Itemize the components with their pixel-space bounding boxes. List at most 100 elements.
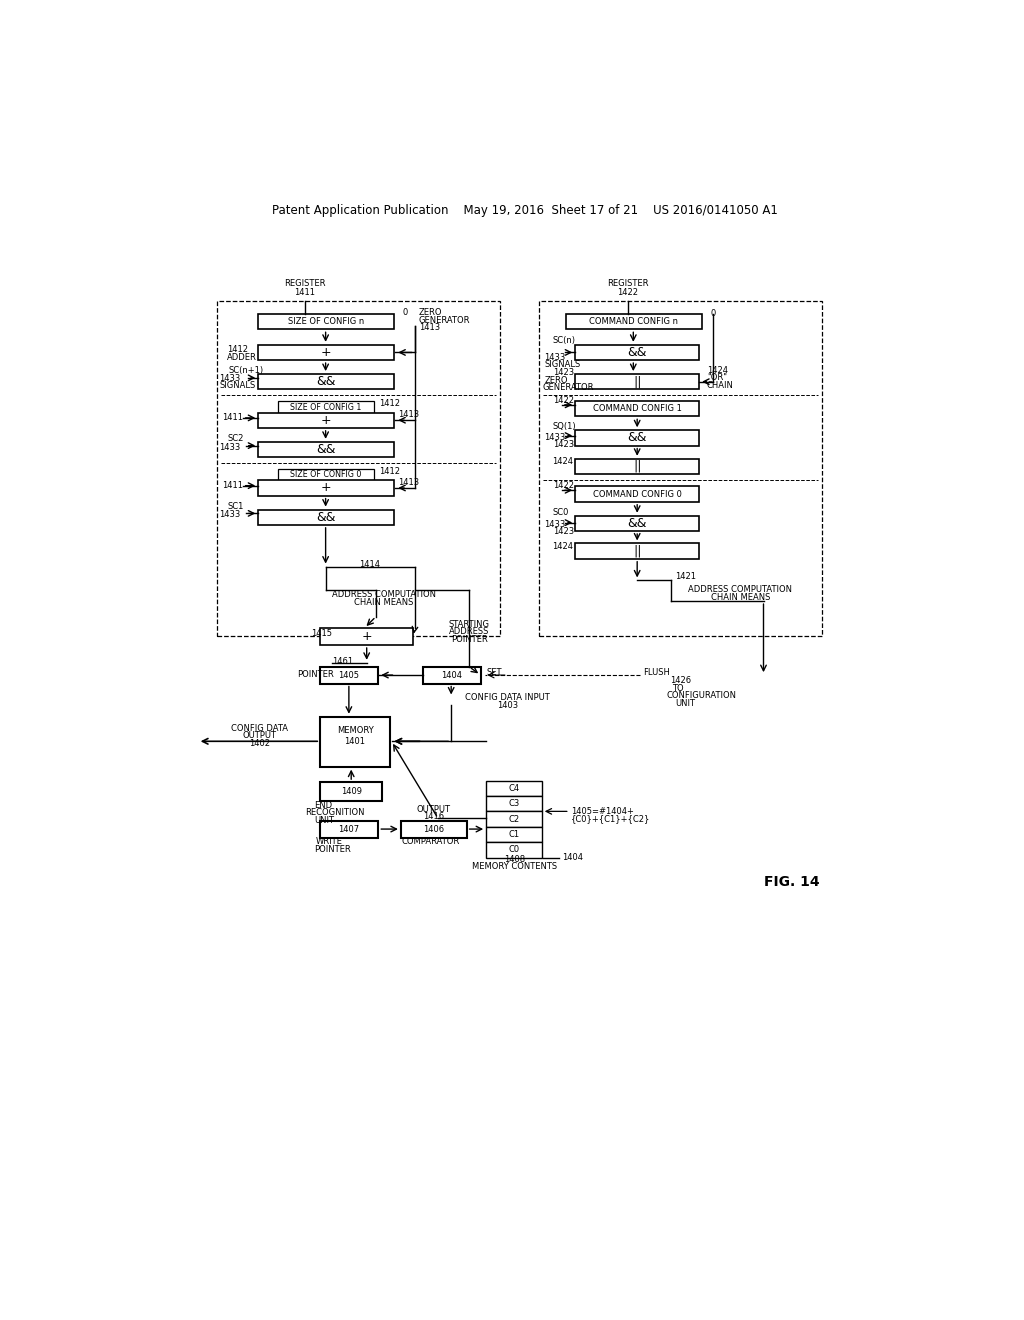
Text: COMMAND CONFIG 1: COMMAND CONFIG 1: [593, 404, 682, 413]
Text: SIGNALS: SIGNALS: [219, 381, 256, 389]
Text: 1461: 1461: [332, 657, 353, 665]
Bar: [258, 345, 394, 360]
Text: +: +: [321, 346, 331, 359]
Text: "OR": "OR": [707, 374, 727, 383]
Text: COMMAND CONFIG n: COMMAND CONFIG n: [589, 317, 678, 326]
Text: +: +: [321, 413, 331, 426]
Bar: [400, 821, 467, 838]
Text: ZERO: ZERO: [545, 376, 568, 384]
Text: SET: SET: [486, 668, 503, 677]
Text: POINTER: POINTER: [314, 845, 351, 854]
Bar: [575, 487, 699, 502]
Text: UNIT: UNIT: [675, 700, 695, 708]
Text: 1433: 1433: [219, 442, 241, 451]
Text: 1405: 1405: [338, 671, 359, 680]
Text: 1413: 1413: [398, 478, 420, 487]
Bar: [575, 374, 699, 389]
Text: &&: &&: [628, 517, 647, 529]
Text: FIG. 14: FIG. 14: [764, 875, 819, 890]
Text: &&: &&: [315, 375, 336, 388]
Text: 1433: 1433: [219, 511, 241, 519]
Text: 1424: 1424: [707, 366, 728, 375]
Text: ADDRESS COMPUTATION: ADDRESS COMPUTATION: [332, 590, 436, 599]
Text: MEMORY CONTENTS: MEMORY CONTENTS: [472, 862, 557, 871]
Text: CONFIG DATA INPUT: CONFIG DATA INPUT: [465, 693, 550, 702]
Text: REGISTER: REGISTER: [607, 280, 648, 288]
Bar: [486, 796, 542, 812]
Text: MEMORY: MEMORY: [337, 726, 374, 735]
Text: 1433: 1433: [219, 374, 241, 383]
Text: Patent Application Publication    May 19, 2016  Sheet 17 of 21    US 2016/014105: Patent Application Publication May 19, 2…: [271, 205, 778, 218]
Text: 1422: 1422: [617, 288, 638, 297]
Bar: [258, 442, 394, 457]
Text: 1411: 1411: [294, 288, 315, 297]
Text: CONFIGURATION: CONFIGURATION: [667, 692, 736, 701]
Text: 1405=#1404+: 1405=#1404+: [571, 807, 634, 816]
Text: UNIT: UNIT: [314, 816, 334, 825]
Bar: [486, 812, 542, 826]
Text: C4: C4: [508, 784, 519, 793]
Bar: [258, 374, 394, 389]
Bar: [278, 401, 375, 413]
Text: 1403: 1403: [498, 701, 518, 710]
Text: 1416: 1416: [423, 812, 444, 821]
Text: 1421: 1421: [675, 572, 696, 581]
Text: 1409: 1409: [341, 787, 361, 796]
Text: &&: &&: [315, 511, 336, 524]
Text: 1401: 1401: [344, 737, 366, 746]
Text: &&: &&: [628, 346, 647, 359]
Text: C3: C3: [508, 799, 519, 808]
Bar: [258, 314, 394, 330]
Text: GENERATOR: GENERATOR: [419, 315, 470, 325]
Text: SC(n+1): SC(n+1): [228, 367, 264, 375]
Text: 1426: 1426: [671, 676, 691, 685]
Text: SIZE OF CONFIG 1: SIZE OF CONFIG 1: [290, 403, 361, 412]
Text: SC1: SC1: [227, 502, 244, 511]
Bar: [539, 301, 821, 636]
Text: 1424: 1424: [552, 543, 572, 550]
Text: SIZE OF CONFIG 0: SIZE OF CONFIG 0: [290, 470, 361, 479]
Text: 1433: 1433: [544, 433, 565, 442]
Text: ||: ||: [633, 545, 641, 557]
Text: {C0}+{C1}+{C2}: {C0}+{C1}+{C2}: [571, 814, 650, 824]
Bar: [575, 459, 699, 474]
Text: 1412: 1412: [227, 345, 248, 354]
Text: REGISTER: REGISTER: [284, 280, 326, 288]
Text: 1414: 1414: [359, 560, 380, 569]
Text: 1424: 1424: [552, 457, 572, 466]
Text: COMPARATOR: COMPARATOR: [401, 837, 460, 846]
Text: +: +: [361, 630, 372, 643]
Text: RECOGNITION: RECOGNITION: [305, 808, 365, 817]
Bar: [575, 430, 699, 446]
Bar: [575, 401, 699, 416]
Bar: [321, 667, 378, 684]
Text: ||: ||: [633, 375, 641, 388]
Text: FLUSH: FLUSH: [643, 668, 671, 677]
Text: 1433: 1433: [544, 352, 565, 362]
Text: 1404: 1404: [440, 671, 462, 680]
Text: ||: ||: [633, 459, 641, 473]
Text: 1411: 1411: [222, 482, 244, 490]
Text: POINTER: POINTER: [451, 635, 487, 644]
Text: COMMAND CONFIG 0: COMMAND CONFIG 0: [593, 490, 682, 499]
Bar: [575, 345, 699, 360]
Text: 1422: 1422: [553, 396, 573, 405]
Text: +: +: [321, 482, 331, 495]
Text: ADDER: ADDER: [227, 352, 257, 362]
Text: POINTER: POINTER: [297, 669, 334, 678]
Bar: [258, 480, 394, 496]
Text: 1407: 1407: [338, 825, 359, 833]
Bar: [321, 628, 414, 645]
Bar: [575, 544, 699, 558]
Text: 1412: 1412: [379, 466, 400, 475]
Text: WRITE: WRITE: [315, 837, 342, 846]
Text: 1413: 1413: [398, 411, 420, 420]
Text: 1411: 1411: [222, 413, 244, 422]
Text: END: END: [314, 801, 332, 809]
Text: CHAIN MEANS: CHAIN MEANS: [711, 593, 770, 602]
Text: ZERO: ZERO: [419, 308, 442, 317]
Text: 1402: 1402: [249, 739, 270, 748]
Text: ADDRESS: ADDRESS: [449, 627, 489, 636]
Text: 1423: 1423: [553, 441, 573, 449]
Text: 1408: 1408: [504, 854, 525, 863]
